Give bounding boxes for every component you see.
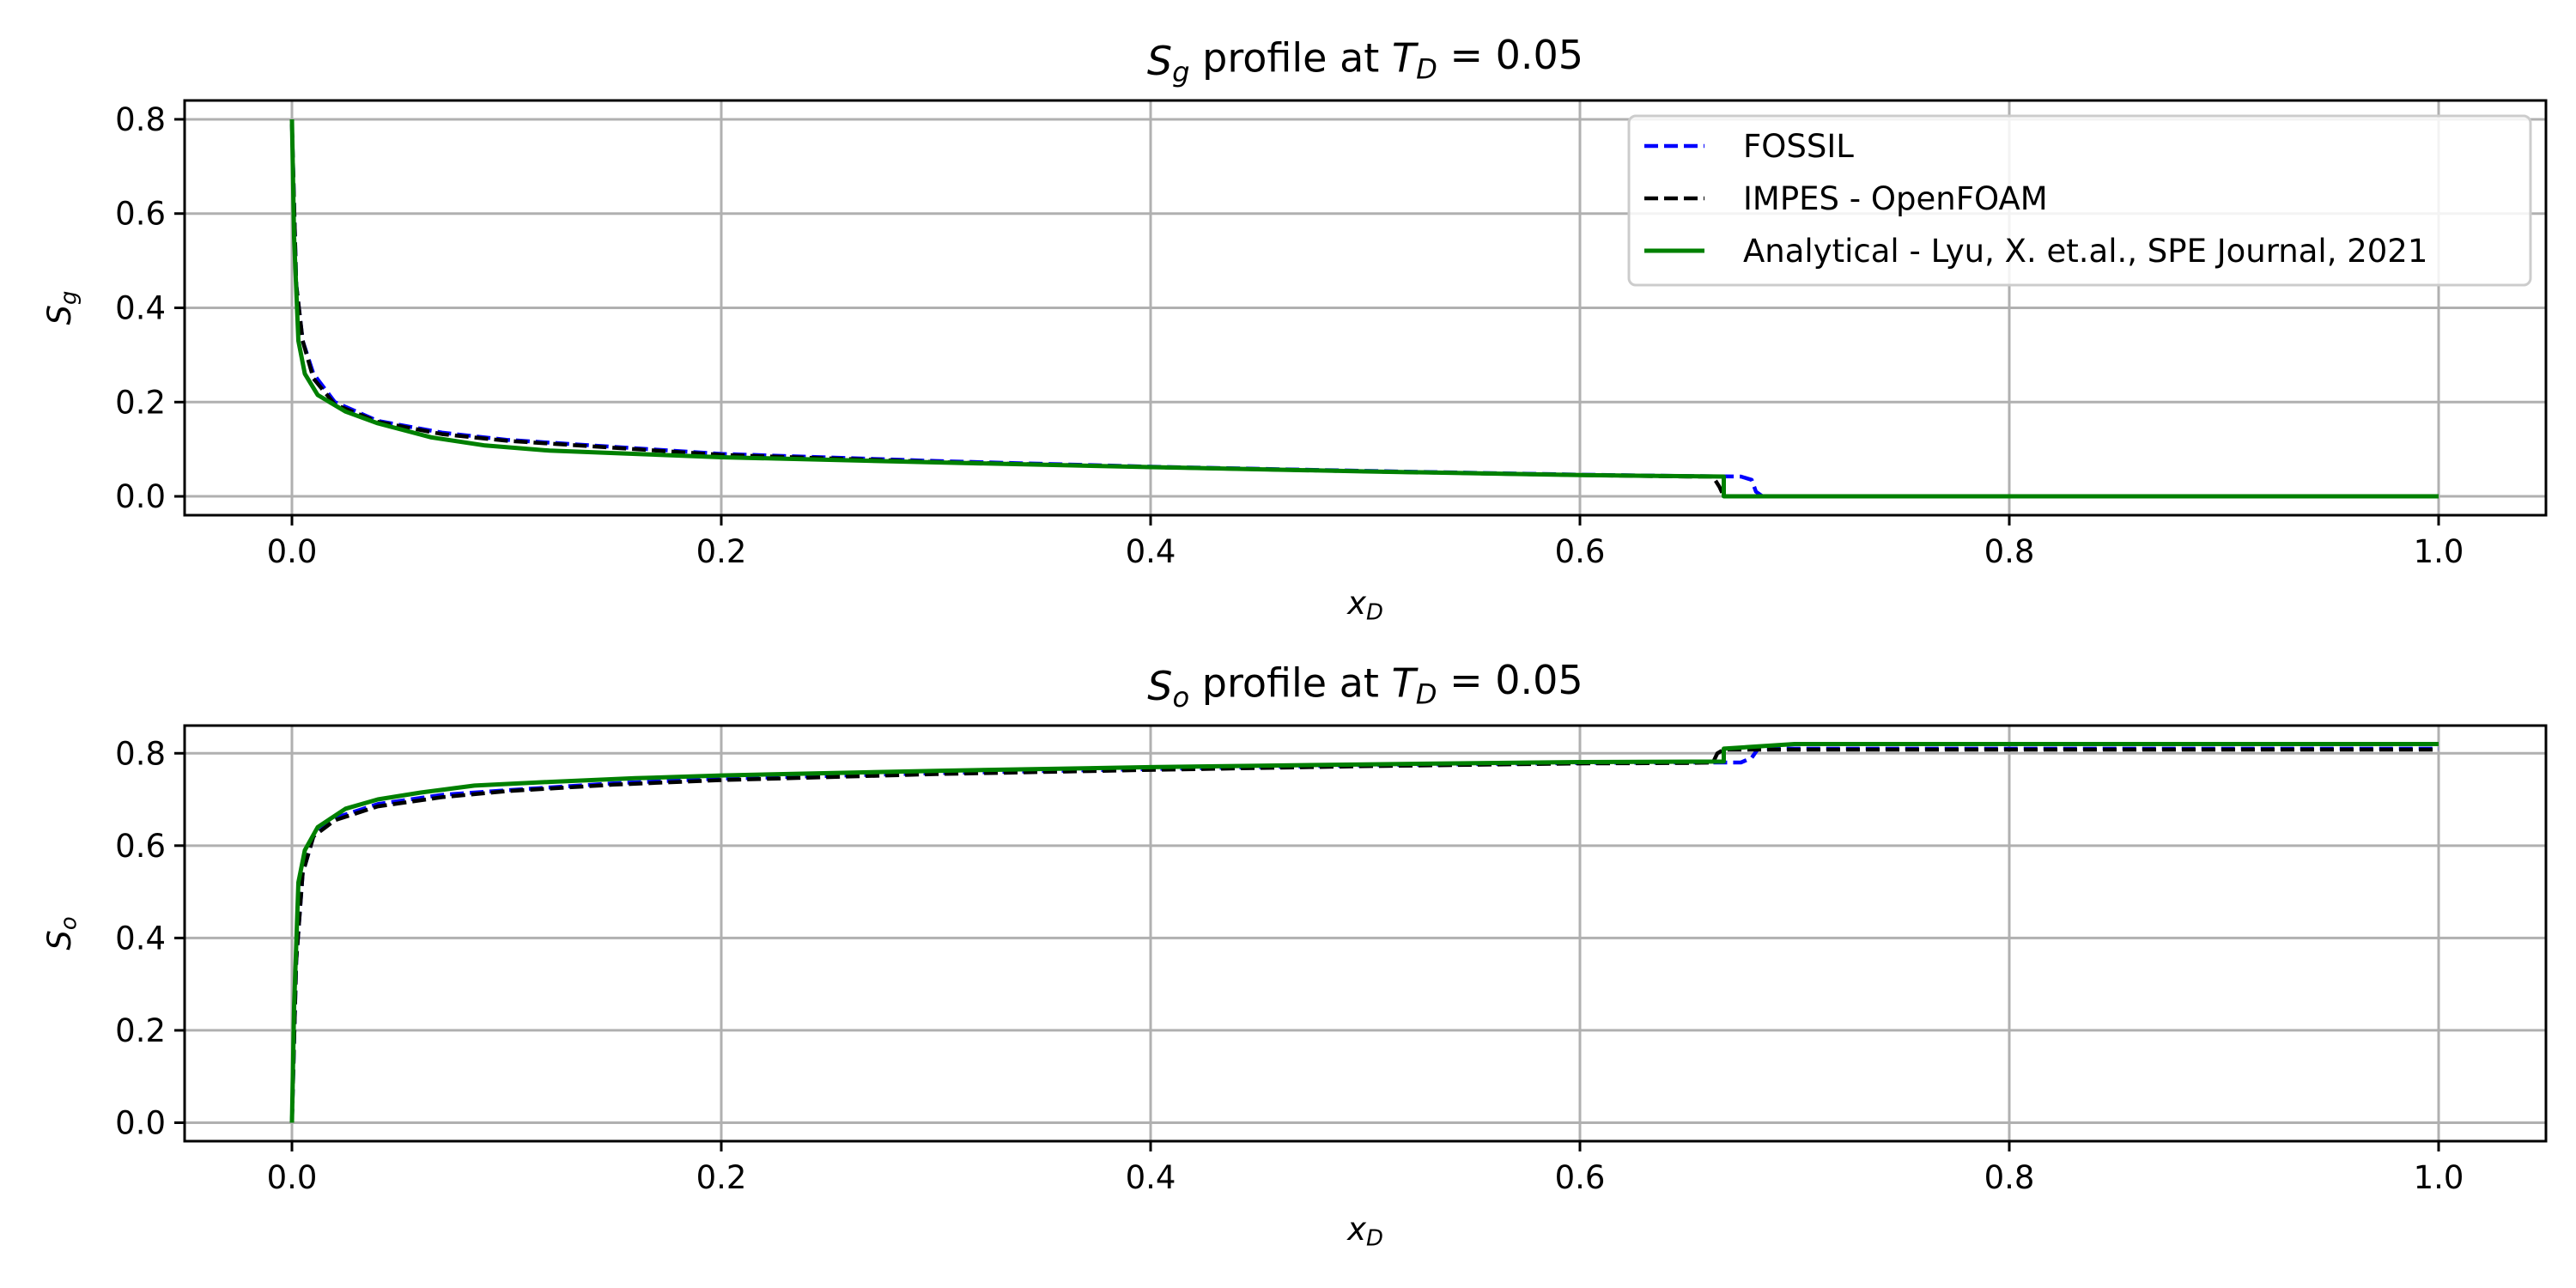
x-tick-label: 0.2 [696,1159,747,1196]
legend-label-2: IMPES - OpenFOAM [1743,180,2048,217]
x-tick-label: 0.8 [1984,1159,2035,1196]
x-tick-label: 0.6 [1555,533,1606,570]
x-tick-label: 0.0 [267,533,318,570]
series-line-1 [289,746,2439,1123]
y-tick-label: 0.8 [115,735,166,772]
y-axis-label: Sg [41,291,82,325]
y-tick-label: 0.2 [115,1012,166,1049]
y-tick-label: 0.6 [115,828,166,865]
chart-panel-1: 0.0 0.2 0.4 0.6 0.8 1.0 0.0 0.2 0.4 0.6 0.8 xD Sg Sg … [41,32,2548,625]
chart-title: Sg profile at TD = 0.05 [1147,32,1583,88]
x-axis-label: xD [1346,1211,1383,1251]
y-tick-label: 0.0 [115,478,166,515]
y-tick-label: 0.2 [115,384,166,421]
chart-panel-2: 0.0 0.2 0.4 0.6 0.8 1.0 0.0 0.2 0.4 0.6 0.8 xD So So … [41,657,2548,1251]
series-group [289,742,2439,1123]
x-tick-label: 1.0 [2414,533,2464,570]
x-tick-label: 0.0 [267,1159,318,1196]
series-line-2 [289,747,2439,1123]
x-tick-label: 0.4 [1126,533,1176,570]
series-group [289,118,2439,499]
chart-title: So profile at TD = 0.05 [1147,657,1583,714]
legend-label-3: Analytical - Lyu, X. et.al., SPE Journal… [1743,233,2427,270]
x-axis-label: xD [1346,585,1383,625]
y-tick-label: 0.8 [115,101,166,138]
x-tick-label: 0.8 [1984,533,2035,570]
y-tick-label: 0.0 [115,1104,166,1141]
legend-label-1: FOSSIL [1743,128,1854,165]
y-tick-label: 0.4 [115,920,166,957]
x-tick-label: 0.2 [696,533,747,570]
y-axis-label: So [41,916,82,950]
x-tick-label: 0.4 [1126,1159,1176,1196]
x-tick-label: 1.0 [2414,1159,2464,1196]
series-line-3 [289,742,2439,1123]
y-tick-label: 0.6 [115,196,166,233]
y-tick-label: 0.4 [115,290,166,327]
series-line-3 [289,118,2439,499]
x-tick-label: 0.6 [1555,1159,1606,1196]
legend: FOSSIL IMPES - OpenFOAM Analytical - Lyu, … [1627,114,2532,287]
axes-frame [183,724,2548,1143]
legend-box [1627,114,2532,287]
